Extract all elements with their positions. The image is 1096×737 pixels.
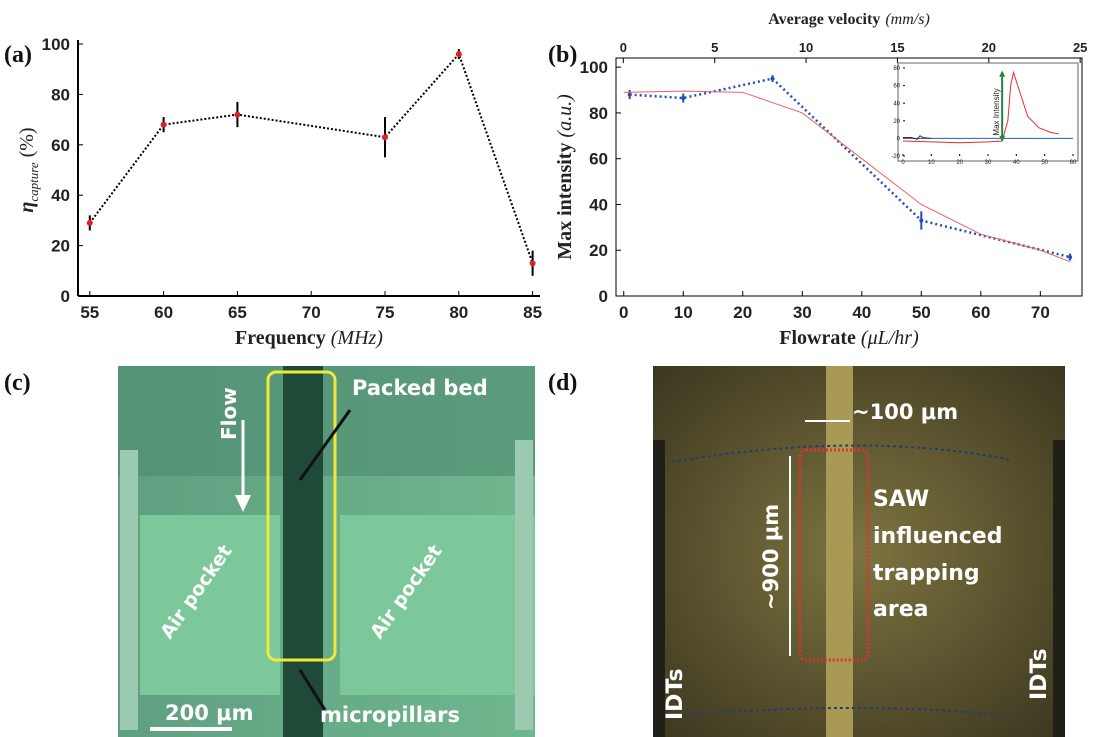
annotation: IDTs (1027, 648, 1052, 700)
x-axis-label: Frequency(MHz) (235, 327, 383, 349)
y-tick-label: 20 (51, 237, 70, 256)
x-tick-label: 50 (1041, 160, 1048, 166)
annotation: area (873, 597, 928, 622)
label-text: Max intensity (554, 143, 576, 260)
x-tick-label: 20 (956, 160, 963, 166)
y-tick-label: 40 (51, 186, 70, 205)
y-tick-label: 80 (893, 66, 900, 72)
annotation: Max Intensity (992, 88, 1001, 135)
x-tick-label: 10 (928, 160, 935, 166)
air-pocket (340, 515, 535, 695)
marker (87, 220, 93, 226)
y-tick-label: 40 (893, 101, 900, 107)
y-tick-label: 60 (589, 150, 608, 169)
annotation: ~100 μm (852, 400, 958, 424)
annotation: IDTs (663, 668, 688, 720)
label-text: Average velocity (768, 11, 880, 28)
annotation: trapping (873, 561, 980, 586)
label-text: Frequency (235, 327, 326, 349)
marker (628, 93, 632, 97)
marker (161, 122, 167, 128)
idt (120, 450, 138, 730)
x-tick-label: 0 (619, 303, 628, 322)
y-tick-label: 20 (893, 119, 900, 125)
x2-tick-label: 5 (711, 40, 718, 55)
y-tick-label: 0 (599, 287, 608, 306)
label-unit: (a.u.) (554, 94, 576, 138)
y-axis-label: ηcapture (%) (16, 127, 41, 212)
figure: (a) (b) (c) Flow Packed bed Air pocket A… (0, 0, 1096, 737)
x2-tick-label: 20 (982, 40, 996, 55)
marker (919, 218, 923, 222)
x-tick-label: 40 (1013, 160, 1020, 166)
x-tick-label: 75 (376, 303, 395, 322)
label-unit: (MHz) (331, 327, 384, 349)
x-tick-label: 70 (1031, 303, 1050, 322)
idt (515, 440, 533, 730)
annotation: SAW (873, 487, 929, 512)
panel-label: (c) (4, 370, 31, 396)
x-tick-label: 65 (228, 303, 247, 322)
y-tick-label: -20 (891, 154, 900, 160)
label-unit: (μL/hr) (861, 327, 919, 349)
x-tick-label: 60 (154, 303, 173, 322)
panel-label: (d) (548, 370, 577, 396)
y-tick-label: 60 (893, 84, 900, 90)
air-pocket (140, 515, 280, 695)
annotation: micropillars (320, 703, 460, 727)
y-tick-label: 40 (589, 195, 608, 214)
panel-label: (a) (4, 42, 32, 68)
channel (283, 366, 323, 737)
x-tick-label: 10 (674, 303, 693, 322)
label-text: η (16, 202, 38, 213)
annotation: 200 μm (165, 701, 253, 725)
marker (382, 134, 388, 140)
panel-label: (b) (548, 42, 577, 68)
y-tick-label: 80 (589, 104, 608, 123)
y-tick-label: 100 (580, 58, 608, 77)
label-text: Flowrate (779, 327, 856, 349)
x2-tick-label: 10 (799, 40, 813, 55)
marker (234, 112, 240, 118)
marker (530, 260, 536, 266)
inset-frame (898, 63, 1078, 161)
x-tick-label: 50 (912, 303, 931, 322)
x2-tick-label: 0 (620, 40, 627, 55)
y-tick-label: 20 (589, 241, 608, 260)
x-tick-label: 20 (733, 303, 752, 322)
idt (1053, 440, 1065, 737)
y-tick-label: 0 (61, 287, 70, 306)
x-tick-label: 60 (1070, 160, 1077, 166)
annotation: Packed bed (352, 376, 488, 400)
page: (a) (b) (c) Flow Packed bed Air pocket A… (0, 0, 1096, 737)
x-tick-label: 70 (302, 303, 321, 322)
annotation: Flow (217, 387, 241, 440)
marker (456, 51, 462, 57)
marker (1068, 255, 1072, 259)
y-tick-label: 60 (51, 136, 70, 155)
marker (681, 96, 685, 100)
y-tick-label: 80 (51, 85, 70, 104)
x-tick-label: 40 (852, 303, 871, 322)
x2-tick-label: 15 (890, 40, 904, 55)
x2-axis-label: Average velocity (mm/s) (768, 11, 930, 28)
y-tick-label: 100 (42, 35, 70, 54)
y-axis-label: Max intensity (a.u.) (554, 94, 576, 260)
label-unit: (mm/s) (885, 11, 929, 28)
x-tick-label: 30 (793, 303, 812, 322)
marker (771, 77, 775, 81)
label-sub: capture (26, 162, 41, 201)
x-tick-label: 30 (985, 160, 992, 166)
x-tick-label: 60 (971, 303, 990, 322)
x-tick-label: 80 (449, 303, 468, 322)
x2-tick-label: 25 (1073, 40, 1087, 55)
axes-frame (78, 44, 540, 296)
x-tick-label: 55 (80, 303, 99, 322)
annotation: ~900 μm (759, 504, 783, 610)
annotation: influenced (873, 524, 1002, 549)
label-unit: (%) (16, 127, 38, 157)
x-tick-label: 85 (523, 303, 542, 322)
x-axis-label: Flowrate(μL/hr) (779, 327, 919, 349)
